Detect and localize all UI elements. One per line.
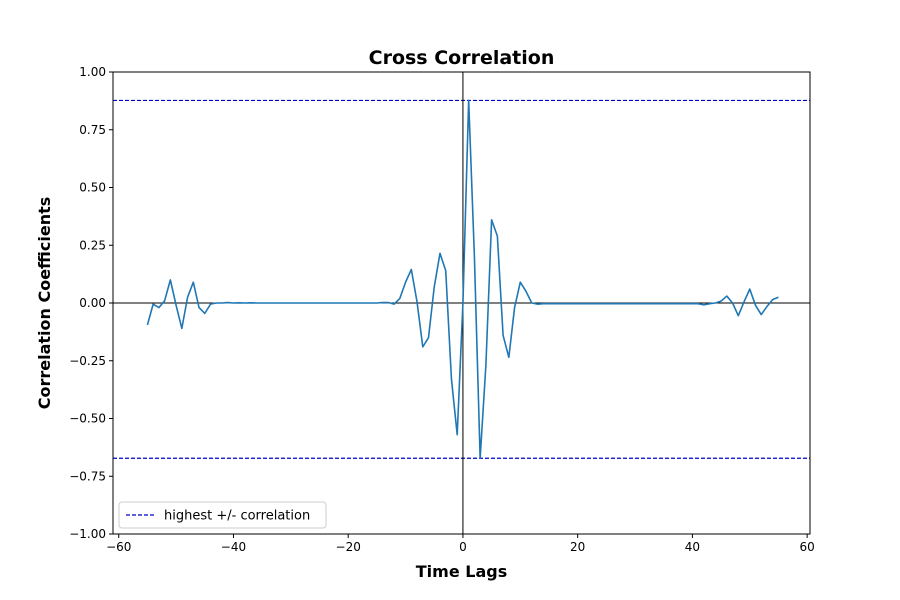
y-tick-label: −0.50 xyxy=(69,412,106,426)
axes-layer: −60 −40 −20 0 20 40 60 −1.00 −0.75 −0.50 −0.25 0.00… xyxy=(69,65,815,554)
plot-layer xyxy=(113,72,810,534)
y-tick-label: −0.75 xyxy=(69,469,106,483)
y-tick-label: 0.75 xyxy=(79,123,106,137)
y-axis-label: Correlation Coefficients xyxy=(35,197,54,410)
y-tick-label: 0.00 xyxy=(79,296,106,310)
y-tick-label: 0.25 xyxy=(79,238,106,252)
x-tick-label: −40 xyxy=(221,540,246,554)
y-tick-label: −1.00 xyxy=(69,527,106,541)
legend: highest +/- correlation xyxy=(118,501,327,529)
x-tick-label: −60 xyxy=(106,540,131,554)
x-tick-label: 20 xyxy=(570,540,585,554)
y-tick-label: −0.25 xyxy=(69,354,106,368)
y-tick-label: 1.00 xyxy=(79,65,106,79)
plot-area xyxy=(113,72,810,534)
legend-box xyxy=(118,501,327,529)
cross-correlation-series-line xyxy=(146,99,779,460)
x-tick-label: 0 xyxy=(459,540,467,554)
chart-title: Cross Correlation xyxy=(369,47,555,69)
x-axis-label: Time Lags xyxy=(416,562,507,581)
y-tick-label: 0.50 xyxy=(79,181,106,195)
x-tick-label: 60 xyxy=(799,540,814,554)
legend-label: highest +/- correlation xyxy=(164,509,310,524)
x-tick-label: 40 xyxy=(685,540,700,554)
x-tick-label: −20 xyxy=(336,540,361,554)
